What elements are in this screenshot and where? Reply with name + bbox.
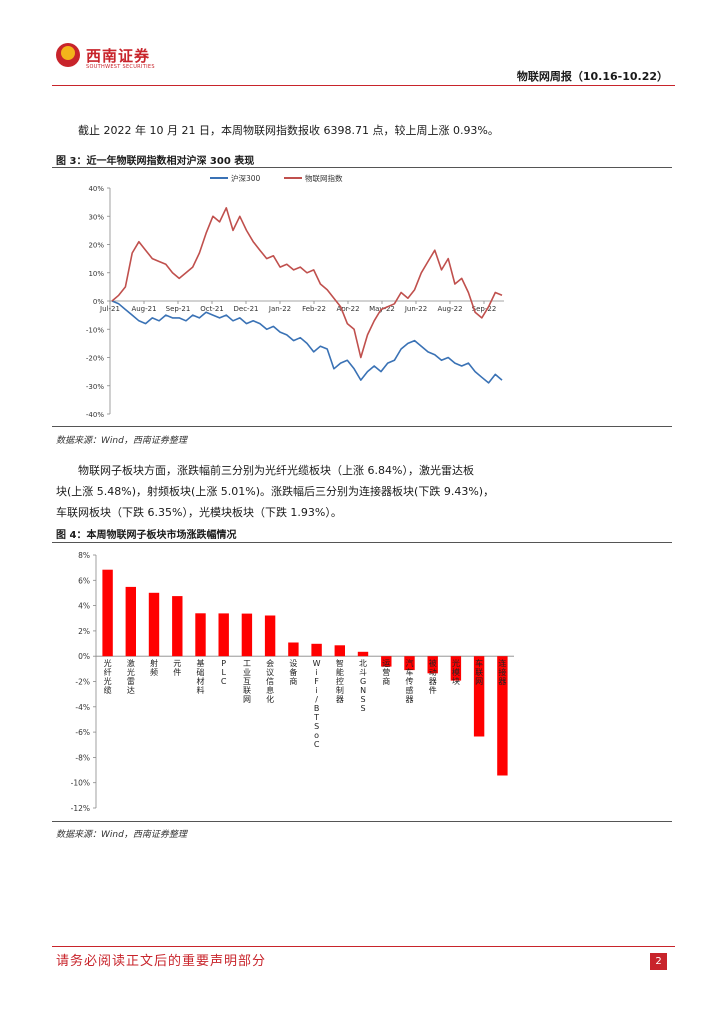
- x-tick-label: Aug-22: [437, 305, 462, 313]
- y-tick-label: -4%: [75, 703, 90, 712]
- bar: [334, 645, 345, 657]
- y-tick-label: -2%: [75, 678, 90, 687]
- category-label: 基础材料: [197, 658, 205, 695]
- category-label: 会议信息化: [266, 658, 274, 704]
- x-tick-label: Dec-21: [234, 305, 259, 313]
- category-label: 工业互联网: [243, 659, 251, 704]
- category-label: 北斗 G N S S: [359, 659, 367, 713]
- y-tick-label: -20%: [86, 355, 104, 363]
- y-tick-label: 6%: [78, 576, 90, 585]
- footer-divider: [52, 946, 675, 947]
- y-tick-label: 20%: [88, 242, 104, 250]
- figure-4-source: 数据来源：Wind，西南证券整理: [56, 830, 187, 840]
- legend-label: 沪深300: [231, 173, 261, 183]
- logo-emblem-icon: [56, 43, 80, 67]
- category-label: 智能控制器: [336, 658, 344, 704]
- logo-subtitle: SOUTHWEST SECURITIES: [86, 64, 155, 70]
- y-tick-label: 2%: [78, 627, 90, 636]
- bar: [473, 656, 485, 737]
- category-label: 设备商: [289, 658, 297, 686]
- bar: [357, 651, 369, 657]
- y-tick-label: 8%: [78, 551, 90, 560]
- bar-chart: 8% 6% 4% 2% 0% -2% -4% -6% -8% -10% -12% 光纤光缆 激光雷达 射频…: [71, 551, 514, 813]
- x-tick-label: Sep-21: [166, 305, 191, 313]
- figure-3-bottom-rule: [52, 426, 672, 427]
- y-tick-label: -12%: [71, 804, 90, 813]
- x-tick-label: Sep-22: [472, 305, 497, 313]
- y-tick-label: 30%: [88, 213, 104, 221]
- series-line-1: [111, 206, 503, 359]
- y-tick-label: -8%: [75, 753, 90, 762]
- bar: [311, 643, 322, 657]
- bar: [497, 656, 508, 776]
- y-tick-label: -6%: [75, 728, 90, 737]
- bar: [404, 656, 415, 671]
- y-tick-label: 0%: [78, 652, 90, 661]
- category-label: 光模块: [452, 658, 460, 686]
- x-tick-label: Jul-21: [99, 305, 120, 313]
- x-tick-label: Jun-22: [404, 305, 427, 313]
- legend-label: 物联网指数: [305, 173, 343, 183]
- page-number: 2: [650, 953, 667, 970]
- y-tick-label: 10%: [88, 270, 104, 278]
- bar: [427, 656, 438, 674]
- header-divider: [52, 85, 675, 86]
- figure-4-bottom-rule: [52, 821, 672, 822]
- logo-name: 西南证券: [86, 47, 151, 65]
- y-tick-label: 4%: [78, 602, 90, 611]
- category-label: 运营商: [382, 659, 390, 686]
- bar: [218, 613, 229, 657]
- figure-3-title: 图 3：近一年物联网指数相对沪深 300 表现: [56, 156, 255, 167]
- bar: [264, 615, 276, 657]
- x-tick-label: Apr-22: [336, 305, 359, 313]
- sector-paragraph-line2: 块(上涨 5.48%)，射频板块(上涨 5.01%)。涨跌幅后三分别为连接器板块…: [56, 485, 495, 498]
- category-label: 射频: [150, 658, 158, 677]
- figure-4-title: 图 4：本周物联网子板块市场涨跌幅情况: [56, 530, 237, 541]
- category-label: 被动器件: [429, 658, 437, 695]
- x-tick-label: Jan-22: [268, 305, 291, 313]
- bar: [195, 613, 206, 657]
- category-label: 汽车传感器: [406, 658, 414, 704]
- bar: [148, 592, 160, 657]
- bar: [125, 586, 136, 657]
- bar: [450, 656, 462, 681]
- sector-paragraph-line1: 物联网子板块方面，涨跌幅前三分别为光纤光缆板块（上涨 6.84%），激光雷达板: [78, 464, 474, 477]
- category-label: 车联网: [475, 658, 483, 686]
- series-line-0: [111, 300, 503, 384]
- line-chart: 40% 30% 20% 10% 0% -10% -20% -30% -40% Jul-21 Aug-…: [86, 173, 504, 419]
- category-label: 连接器: [498, 658, 506, 686]
- bar: [241, 613, 253, 657]
- bar: [381, 656, 392, 667]
- y-tick-label: 0%: [93, 298, 104, 306]
- bar: [288, 642, 299, 657]
- y-tick-label: -40%: [86, 411, 104, 419]
- category-label: 光纤光缆: [104, 658, 112, 695]
- x-tick-label: Oct-21: [200, 305, 224, 313]
- footer-disclaimer: 请务必阅读正文后的重要声明部分: [56, 954, 267, 969]
- y-tick-label: 40%: [88, 185, 104, 193]
- y-tick-label: -30%: [86, 383, 104, 391]
- sector-paragraph-line3: 车联网板块（下跌 6.35%），光模块板块（下跌 1.93%）。: [56, 506, 342, 519]
- category-label: 元件: [173, 659, 181, 677]
- figure-3-top-rule: [52, 167, 672, 168]
- report-title: 物联网周报（10.16-10.22）: [516, 70, 668, 83]
- summary-paragraph: 截止 2022 年 10 月 21 日，本周物联网指数报收 6398.71 点，…: [78, 124, 499, 137]
- y-tick-label: -10%: [86, 326, 104, 334]
- figure-4-top-rule: [52, 542, 672, 543]
- figure-3-source: 数据来源：Wind，西南证券整理: [56, 436, 187, 446]
- y-tick-label: -10%: [71, 779, 90, 788]
- category-label: 激光雷达: [127, 658, 135, 695]
- bar: [102, 569, 113, 657]
- x-tick-label: Feb-22: [302, 305, 326, 313]
- bar: [172, 596, 183, 657]
- x-tick-label: Aug-21: [131, 305, 156, 313]
